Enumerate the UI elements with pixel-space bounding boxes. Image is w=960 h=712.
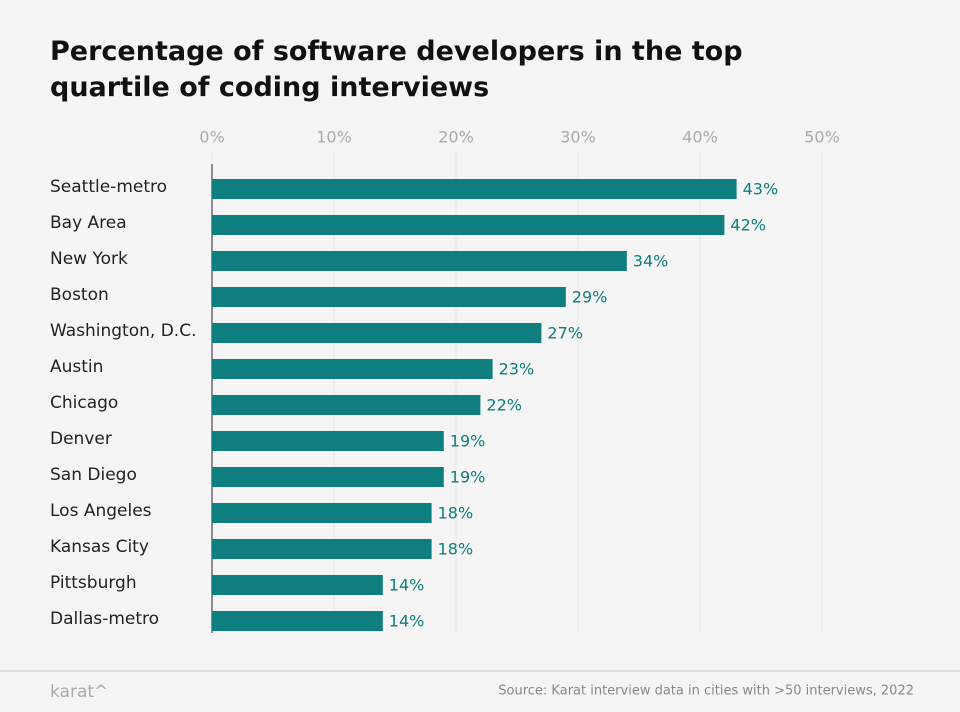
category-label: Chicago — [50, 393, 118, 413]
value-label: 18% — [438, 540, 474, 559]
category-label: San Diego — [50, 465, 137, 485]
x-tick-label: 10% — [316, 128, 352, 147]
source: Source: Karat interview data in cities w… — [498, 684, 914, 699]
brand: karat^ — [50, 682, 108, 702]
value-label: 23% — [499, 360, 535, 379]
bar — [212, 539, 432, 559]
bar — [212, 323, 542, 343]
x-tick-label: 50% — [804, 128, 840, 147]
value-label: 43% — [743, 180, 779, 199]
value-label: 18% — [438, 504, 474, 523]
bar — [212, 467, 444, 487]
bar — [212, 395, 481, 415]
category-label: Washington, D.C. — [50, 321, 196, 341]
category-label: Bay Area — [50, 213, 127, 233]
bar — [212, 251, 627, 271]
value-label: 19% — [450, 468, 486, 487]
value-label: 42% — [730, 216, 766, 235]
value-label: 14% — [389, 576, 425, 595]
category-label: Dallas-metro — [50, 609, 159, 629]
category-label: Denver — [50, 429, 112, 449]
bar — [212, 503, 432, 523]
bar — [212, 359, 493, 379]
value-label: 34% — [633, 252, 669, 271]
chart-title: Percentage of software developers in the… — [50, 36, 743, 103]
x-tick-label: 20% — [438, 128, 474, 147]
value-label: 29% — [572, 288, 608, 307]
bar — [212, 575, 383, 595]
bar — [212, 611, 383, 631]
bar — [212, 287, 566, 307]
bar — [212, 179, 737, 199]
x-tick-label: 30% — [560, 128, 596, 147]
category-label: Seattle-metro — [50, 177, 167, 197]
value-label: 14% — [389, 612, 425, 631]
category-label: Austin — [50, 357, 103, 377]
value-label: 27% — [547, 324, 583, 343]
bar — [212, 431, 444, 451]
category-label: Pittsburgh — [50, 573, 137, 593]
category-label: Boston — [50, 285, 109, 305]
x-tick-label: 40% — [682, 128, 718, 147]
value-label: 19% — [450, 432, 486, 451]
x-tick-label: 0% — [199, 128, 224, 147]
value-label: 22% — [486, 396, 522, 415]
category-label: New York — [50, 249, 128, 269]
category-label: Los Angeles — [50, 501, 152, 521]
bar — [212, 215, 725, 235]
category-label: Kansas City — [50, 537, 149, 557]
